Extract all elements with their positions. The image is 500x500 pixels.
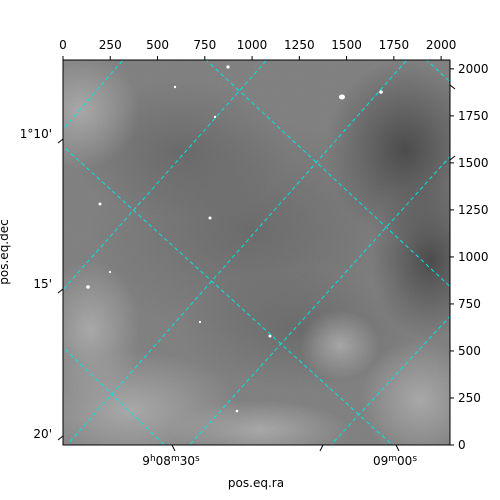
grid-line-ra [188, 155, 450, 445]
pixel-y-tick-label: 0 [458, 438, 466, 452]
pixel-y-tick-label: 750 [458, 297, 481, 311]
pixel-x-tick-label: 750 [193, 38, 216, 52]
ra-tick-mark [395, 444, 400, 452]
pixel-x-tick-label: 250 [99, 38, 122, 52]
grid-line-ra [330, 315, 450, 445]
dec-axis: 1°10' 15' 20' [20, 84, 456, 441]
grid-line-ra [66, 60, 408, 445]
pixel-x-axis: 0 250 500 750 1000 1250 1500 1750 2000 [59, 38, 456, 60]
pixel-x-tick-label: 1750 [379, 38, 410, 52]
coordinate-grid [63, 60, 450, 445]
grid-line-ra [63, 60, 124, 130]
pixel-y-tick-label: 1750 [458, 109, 489, 123]
dec-tick-mark [57, 138, 64, 144]
grid-line-ra [63, 60, 268, 291]
ra-tick-label: 09m00s [373, 454, 417, 468]
pixel-y-tick-label: 2000 [458, 62, 489, 76]
plot-frame [62, 59, 451, 446]
pixel-y-tick-label: 250 [458, 391, 481, 405]
pixel-y-axis: 0 250 500 750 1000 1250 1500 1750 2000 [450, 62, 489, 452]
dec-tick-mark [57, 288, 64, 294]
x-axis-label: pos.eq.ra [228, 476, 284, 490]
y-axis-label: pos.eq.dec [0, 219, 11, 284]
dec-tick-mark [57, 435, 64, 441]
pixel-x-tick-label: 500 [146, 38, 169, 52]
pixel-x-tick-label: 0 [59, 38, 67, 52]
dec-tick-label: 1°10' [20, 127, 52, 141]
pixel-y-tick-label: 1000 [458, 250, 489, 264]
ra-tick-mark [319, 444, 324, 452]
dec-tick-mark [449, 155, 456, 161]
pixel-x-tick-label: 1000 [237, 38, 268, 52]
ra-tick-mark [171, 444, 176, 452]
sky-image [63, 60, 450, 445]
pixel-x-tick-label: 1250 [284, 38, 315, 52]
ra-axis: 9h08m30s 09m00s [142, 444, 417, 468]
ra-tick-label: 9h08m30s [142, 454, 200, 468]
pixel-x-tick-label: 1500 [331, 38, 362, 52]
pixel-y-tick-label: 1500 [458, 156, 489, 170]
pixel-y-tick-label: 500 [458, 344, 481, 358]
pixel-y-tick-label: 1250 [458, 203, 489, 217]
dec-tick-label: 20' [33, 427, 52, 441]
grid-line-dec [63, 145, 394, 445]
pixel-x-tick-label: 2000 [426, 38, 457, 52]
grid-line-dec [63, 346, 166, 445]
dec-tick-mark [449, 84, 456, 90]
grid-line-dec [205, 60, 450, 288]
dec-tick-label: 15' [33, 277, 52, 291]
stars [86, 65, 383, 413]
